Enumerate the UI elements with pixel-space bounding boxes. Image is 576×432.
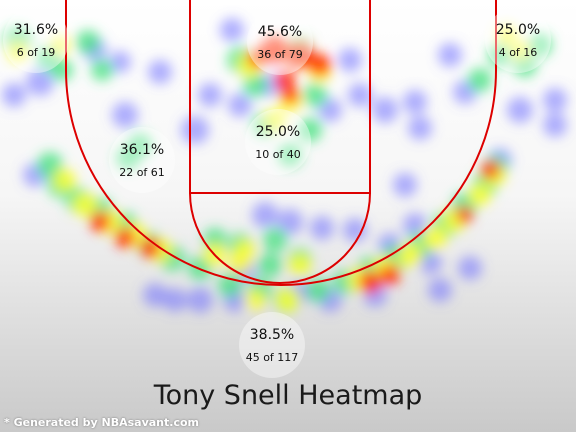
zone-pct-label: 25.0%	[256, 124, 300, 140]
heat-blob	[458, 256, 482, 280]
zone-bubble	[245, 109, 311, 175]
heat-blob	[220, 18, 244, 42]
heat-blob	[372, 97, 398, 123]
zone-bubble	[485, 7, 551, 73]
zone-pct-label: 38.5%	[250, 327, 294, 343]
heat-blob	[73, 193, 97, 217]
heat-blob	[303, 83, 327, 107]
zone-bubble	[109, 127, 175, 193]
heat-blob	[258, 253, 282, 277]
heat-blob	[198, 83, 222, 107]
heat-blob	[276, 288, 300, 312]
zone-pct-label: 31.6%	[14, 22, 58, 38]
heat-blob	[469, 184, 491, 206]
heat-blob	[393, 173, 417, 197]
heat-blob	[252, 202, 278, 228]
zone-count-label: 10 of 40	[255, 148, 301, 161]
heat-blob	[438, 43, 462, 67]
heat-blob	[408, 116, 432, 140]
zone-right-corner-3: 25.0% 4 of 16	[485, 7, 551, 73]
heat-blob	[181, 116, 209, 144]
zone-pct-label: 25.0%	[496, 22, 540, 38]
heat-blob	[543, 113, 567, 137]
zone-bubble	[239, 312, 305, 378]
heat-blob	[428, 278, 452, 302]
zone-left-corner-3: 31.6% 6 of 19	[3, 7, 69, 73]
zone-pct-label: 45.6%	[258, 24, 302, 40]
heat-blob	[228, 93, 252, 117]
heat-blob	[457, 207, 473, 223]
heat-blob	[403, 90, 427, 114]
zone-left-mid-range: 36.1% 22 of 61	[109, 127, 175, 193]
zone-count-label: 4 of 16	[499, 46, 538, 59]
heat-blob	[468, 68, 492, 92]
heat-blob	[115, 228, 135, 248]
heat-blob	[398, 243, 422, 267]
zone-count-label: 6 of 19	[17, 46, 56, 59]
heat-blob	[90, 212, 110, 232]
heat-blob	[338, 48, 362, 72]
zone-bubble	[247, 9, 313, 75]
zone-above-break-3: 38.5% 45 of 117	[239, 312, 305, 378]
heat-blob	[143, 283, 167, 307]
credit-footer: * Generated by NBAsavant.com	[4, 416, 199, 429]
heat-blob	[343, 218, 367, 242]
heat-blob	[423, 226, 447, 250]
heat-blob	[54, 169, 76, 191]
heat-blob	[163, 288, 187, 312]
heat-blob	[263, 228, 287, 252]
heat-blob	[2, 83, 26, 107]
heat-blob	[281, 86, 299, 104]
heat-blob	[309, 54, 331, 76]
heat-blob	[76, 30, 100, 54]
zone-paint-non-ra: 25.0% 10 of 40	[245, 109, 311, 175]
zone-bubble	[3, 7, 69, 73]
heat-blob	[91, 59, 113, 81]
zone-restricted-area: 45.6% 36 of 79	[247, 9, 313, 75]
heat-blob	[507, 97, 533, 123]
zone-count-label: 22 of 61	[119, 166, 165, 179]
heat-blob	[359, 271, 381, 293]
heat-blob	[289, 254, 311, 276]
heat-blob	[235, 240, 255, 260]
zone-count-label: 45 of 117	[246, 351, 299, 364]
heat-blob	[148, 60, 172, 84]
zone-count-label: 36 of 79	[257, 48, 303, 61]
zone-pct-label: 36.1%	[120, 142, 164, 158]
heat-blob	[243, 73, 267, 97]
chart-title: Tony Snell Heatmap	[0, 380, 576, 411]
heat-blob	[380, 265, 400, 285]
heat-blob	[112, 102, 138, 128]
heat-blob	[245, 290, 265, 310]
heat-blob	[348, 83, 372, 107]
heat-blob	[481, 161, 499, 179]
heat-blob	[543, 88, 567, 112]
heat-blob	[187, 287, 213, 313]
heat-blob	[310, 216, 334, 240]
